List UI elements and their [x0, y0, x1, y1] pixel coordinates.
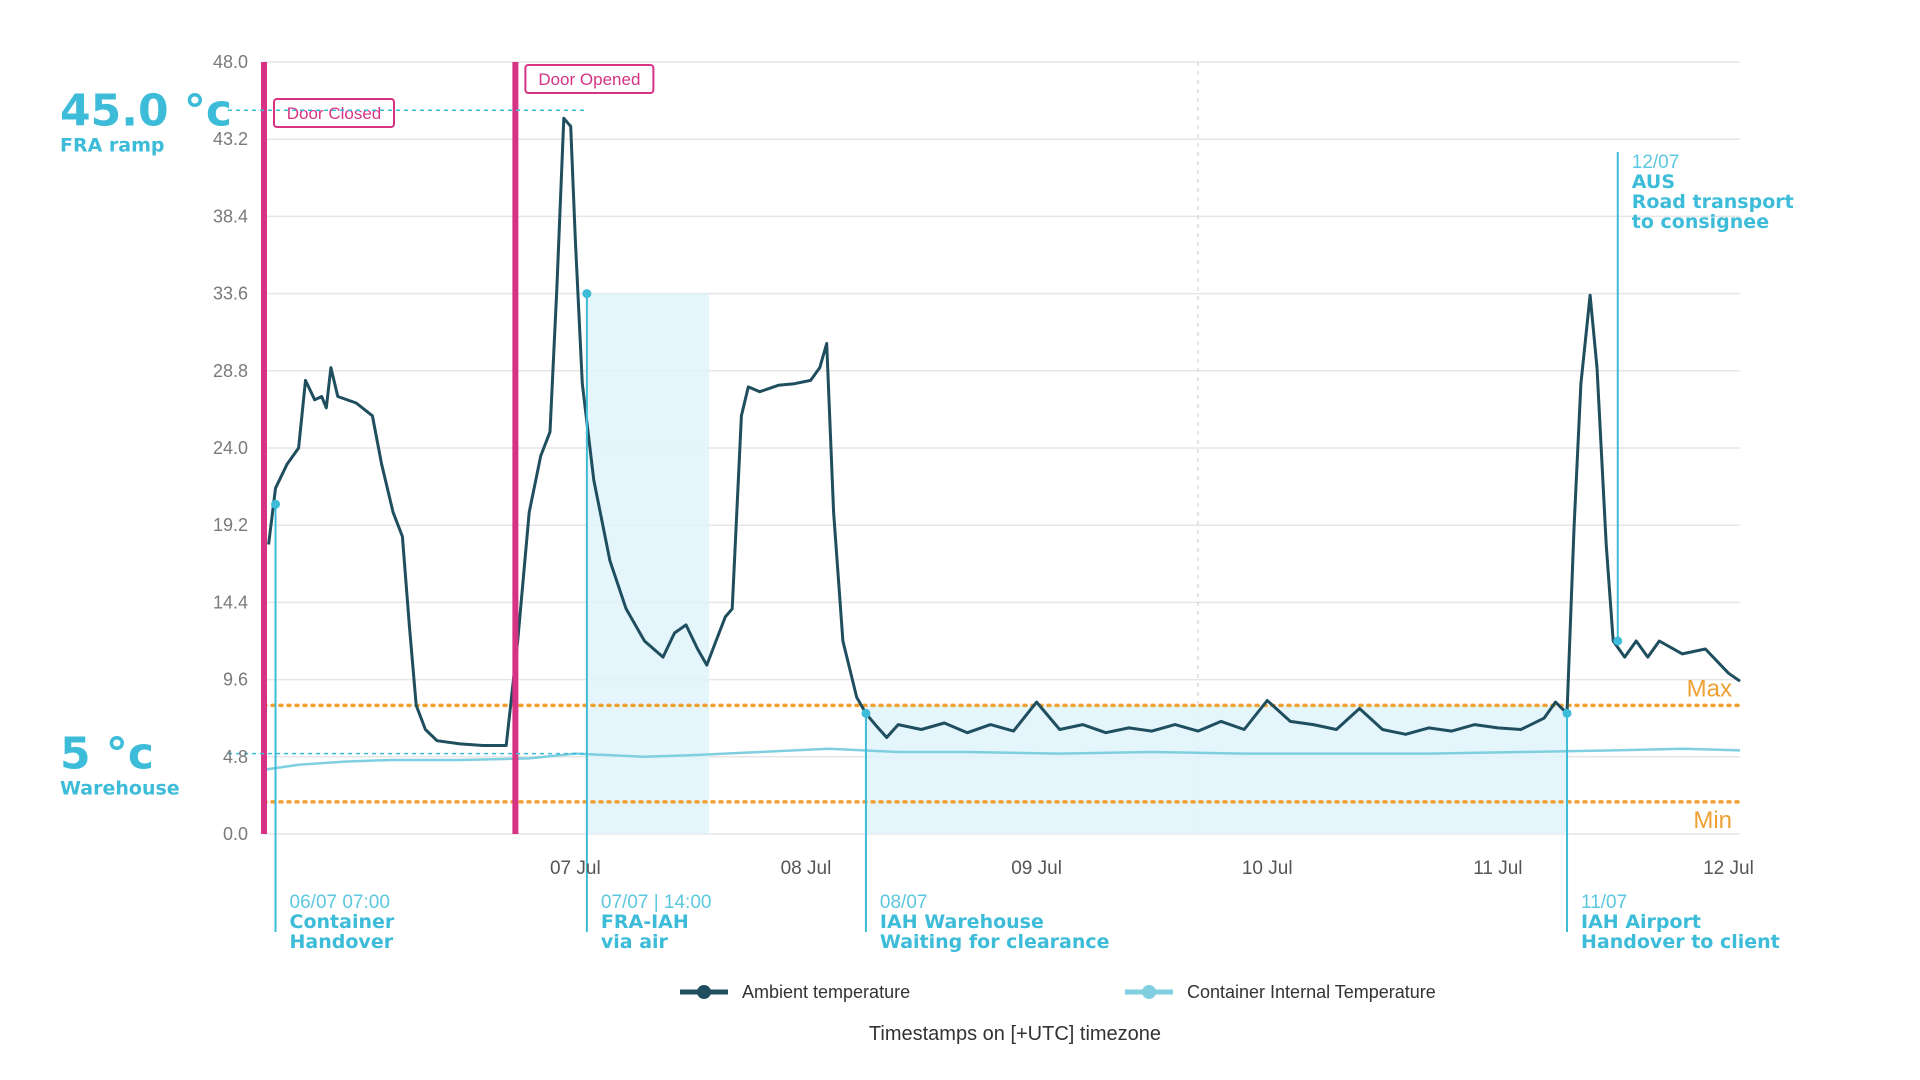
legend-label: Ambient temperature	[742, 982, 910, 1002]
footer-note: Timestamps on [+UTC] timezone	[869, 1023, 1161, 1045]
series-layer	[263, 116, 1741, 771]
annotation-title: IAH Airport	[1581, 911, 1701, 933]
y-tick-label: 9.6	[223, 670, 248, 690]
annotation-subtitle: Handover	[290, 931, 394, 953]
y-tick-label: 33.6	[213, 284, 248, 304]
y-tick-label: 28.8	[213, 361, 248, 381]
door-events: Door Closed Door Opened	[261, 62, 655, 834]
annotation-title: IAH Warehouse	[880, 911, 1044, 933]
x-tick-label: 08 Jul	[781, 858, 832, 879]
internal-series-line	[263, 747, 1741, 771]
legend-swatch-dot	[697, 985, 711, 999]
annotation-title: FRA-IAH	[601, 911, 689, 933]
annotation-date: 12/07	[1632, 152, 1680, 173]
legend: Ambient temperature Container Internal Te…	[680, 982, 1436, 1002]
grid-layer	[264, 61, 1740, 835]
annotation-subtitle: via air	[601, 931, 669, 953]
y-tick-label: 14.4	[213, 592, 248, 612]
annotation-date: 07/07 | 14:00	[601, 892, 712, 913]
annotation-subtitle: Waiting for clearance	[880, 931, 1110, 953]
shaded-region	[586, 293, 710, 835]
x-tick-label: 07 Jul	[550, 858, 601, 879]
x-tick-label: 10 Jul	[1242, 858, 1293, 879]
axis-labels: 0.0 4.8 9.6 14.4 19.2 24.0 28.8 33.6 38.4 43.2 48.…	[213, 52, 1754, 879]
x-tick-label: 09 Jul	[1011, 858, 1062, 879]
annotation-subtitle: Handover to client	[1581, 931, 1780, 953]
y-tick-label: 0.0	[223, 824, 248, 844]
y-tick-label: 4.8	[223, 747, 248, 767]
min-limit-label: Min	[1693, 807, 1732, 834]
y-tick-label: 43.2	[213, 129, 248, 149]
reference-label: FRA ramp	[60, 134, 165, 156]
annotation-title: Container	[290, 911, 395, 933]
max-limit-label: Max	[1687, 675, 1732, 702]
annotation-date: 11/07	[1581, 892, 1627, 913]
y-tick-label: 24.0	[213, 438, 248, 458]
annotation-date: 06/07 07:00	[290, 892, 390, 913]
ambient-series-line	[267, 116, 1741, 747]
x-tick-label: 11 Jul	[1473, 858, 1522, 879]
annotation-subtitle: Road transport	[1632, 191, 1794, 213]
door-event-label: Door Opened	[538, 70, 640, 89]
door-event-label-box	[524, 64, 655, 94]
annotation-date: 08/07	[880, 892, 928, 913]
limit-lines: Max Min	[262, 675, 1742, 834]
legend-swatch-dot	[1142, 985, 1156, 999]
legend-label: Container Internal Temperature	[1187, 982, 1436, 1002]
reference-value: 5 °c	[60, 729, 154, 780]
x-tick-label: 12 Jul	[1703, 858, 1754, 879]
y-tick-label: 38.4	[213, 206, 248, 226]
reference-label: Warehouse	[60, 778, 180, 800]
annotation-subtitle-2: to consignee	[1632, 211, 1769, 233]
y-tick-label: 48.0	[213, 52, 248, 72]
shaded-regions	[586, 293, 1568, 835]
door-event-label-box	[273, 98, 395, 128]
reference-value: 45.0 °c	[60, 85, 232, 136]
door-event-label: Door Closed	[287, 104, 382, 123]
y-tick-label: 19.2	[213, 515, 248, 535]
annotation-title: AUS	[1632, 171, 1675, 193]
